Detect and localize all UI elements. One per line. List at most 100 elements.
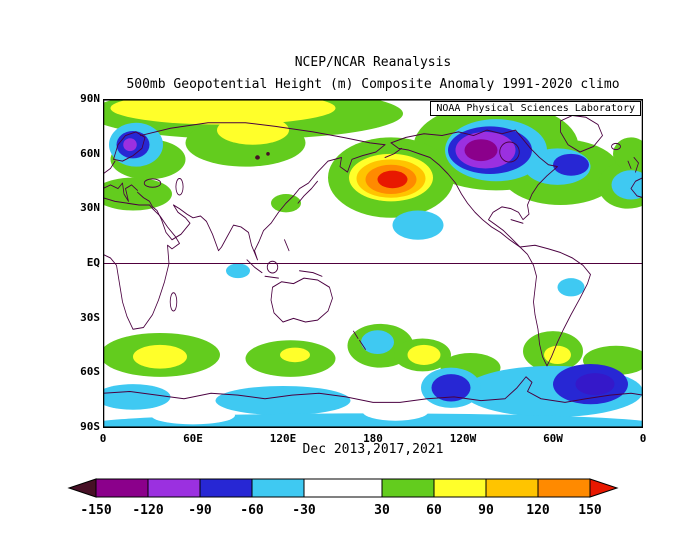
coastline-black-sea [143, 178, 162, 188]
y-tick-label: 60S [80, 365, 100, 378]
anomaly-region [557, 278, 585, 297]
colorbar-segment [95, 478, 149, 498]
anomaly-region [553, 153, 589, 176]
map-frame [103, 99, 643, 428]
anomaly-region [266, 152, 270, 156]
plot-title: NCEP/NCAR Reanalysis [294, 55, 452, 70]
colorbar-segment [433, 478, 487, 498]
anomaly-region [217, 115, 289, 145]
coastline-iceland [611, 142, 621, 151]
anomaly-region [431, 374, 471, 402]
coastline-iberia [630, 177, 643, 199]
coastline-alaska-peninsula [384, 147, 402, 158]
coastline-caspian-sea [175, 178, 184, 196]
colorbar-tick-label: 30 [374, 503, 390, 518]
colorbar-segment [485, 478, 539, 498]
anomaly-fill-regions [103, 99, 643, 428]
coastlines [103, 114, 643, 403]
anomaly-region [377, 170, 408, 189]
y-tick-label: 90N [80, 92, 100, 105]
y-tick-label: 30S [80, 311, 100, 324]
coastline-cuba [510, 219, 524, 224]
anomaly-region [280, 347, 310, 363]
coastline-north-america-east [488, 147, 558, 248]
colorbar-tick-label: -60 [240, 503, 264, 518]
x-tick-label: 60E [183, 432, 203, 445]
coastline-madagascar [169, 292, 178, 312]
coastline-new-guinea [299, 270, 323, 277]
colorbar-tick-label: -30 [292, 503, 316, 518]
anomaly-region [110, 99, 336, 125]
coastline-new-zealand [353, 330, 366, 350]
coastline-south-america [519, 244, 591, 367]
colorbar-tick-label: -90 [188, 503, 212, 518]
x-tick-label: 120E [269, 432, 297, 445]
anomaly-region [575, 373, 615, 396]
coastline-nw-europe [103, 160, 116, 175]
anomaly-region [407, 344, 441, 365]
colorbar-segment [303, 478, 383, 498]
noaa-credit-box: NOAA Physical Sciences Laboratory [430, 101, 641, 116]
x-tick-label: 0 [639, 432, 647, 445]
y-tick-label: 60N [80, 147, 100, 160]
y-tick-label: 30N [80, 201, 100, 214]
coastline-south-europe [103, 182, 138, 202]
colorbar-arrow-right [589, 478, 619, 498]
colorbar-segment [537, 478, 591, 498]
colorbar-tick-label: -150 [80, 503, 111, 518]
coastline-north-america-north [390, 129, 531, 149]
x-tick-label: 0 [99, 432, 107, 445]
anomaly-region [464, 139, 498, 162]
anomaly-region [362, 402, 429, 421]
coastline-north-america-west [390, 142, 521, 248]
anomaly-region [392, 210, 444, 240]
coastline-borneo [266, 260, 279, 274]
coastline-java [264, 275, 279, 279]
coastline-antarctica [103, 376, 643, 403]
anomaly-region [123, 138, 137, 152]
anomaly-region [103, 384, 171, 410]
plot-titles: NCEP/NCAR Reanalysis 500mb Geopotential … [103, 52, 643, 96]
composite-dates-caption: Dec 2013,2017,2021 [302, 442, 444, 457]
x-tick-label: 120W [449, 432, 477, 445]
anomaly-region [151, 406, 235, 425]
colorbar-tick-label: 90 [478, 503, 494, 518]
y-tick-label: EQ [86, 256, 100, 269]
coastline-philippines [284, 239, 290, 252]
anomaly-region [255, 155, 260, 160]
colorbar-tick-label: 120 [526, 503, 550, 518]
x-tick-label: 60W [543, 432, 563, 445]
colorbar-tick-label: -120 [132, 503, 163, 518]
x-tick-label: 180 [363, 432, 383, 445]
y-tick-label: 90S [80, 420, 100, 433]
colorbar-segment [147, 478, 201, 498]
coastline-sumatra [246, 259, 263, 274]
coastline-hudson-bay [499, 141, 520, 163]
anomaly-map [103, 99, 643, 428]
anomaly-region [611, 170, 643, 200]
coastline-british-isles [627, 156, 639, 173]
coastline-japan [297, 180, 318, 204]
colorbar-arrow-left [67, 478, 97, 498]
anomaly-region [133, 344, 187, 369]
coastline-africa [103, 197, 180, 330]
colorbar: -150 -120 -90 -60 -30 30 60 90 120 150 [67, 478, 619, 518]
anomaly-region [226, 263, 250, 279]
anomaly-region [361, 330, 394, 354]
plot-subtitle: 500mb Geopotential Height (m) Composite … [126, 77, 620, 92]
anomaly-region [544, 345, 571, 365]
map-panel: NOAA Physical Sciences Laboratory [103, 99, 643, 428]
coastline-scandinavia [113, 131, 146, 162]
coastline-east-asia [173, 144, 386, 261]
coastline-greenland [560, 114, 603, 153]
anomaly-region [103, 413, 643, 428]
colorbar-segment [251, 478, 305, 498]
anomaly-region [103, 177, 172, 211]
coastline-eurasia-north [140, 122, 386, 146]
colorbar-segment [199, 478, 253, 498]
coastline-arabia [137, 191, 191, 241]
anomaly-region [215, 385, 351, 416]
colorbar-segment [381, 478, 435, 498]
colorbar-tick-label: 60 [426, 503, 442, 518]
